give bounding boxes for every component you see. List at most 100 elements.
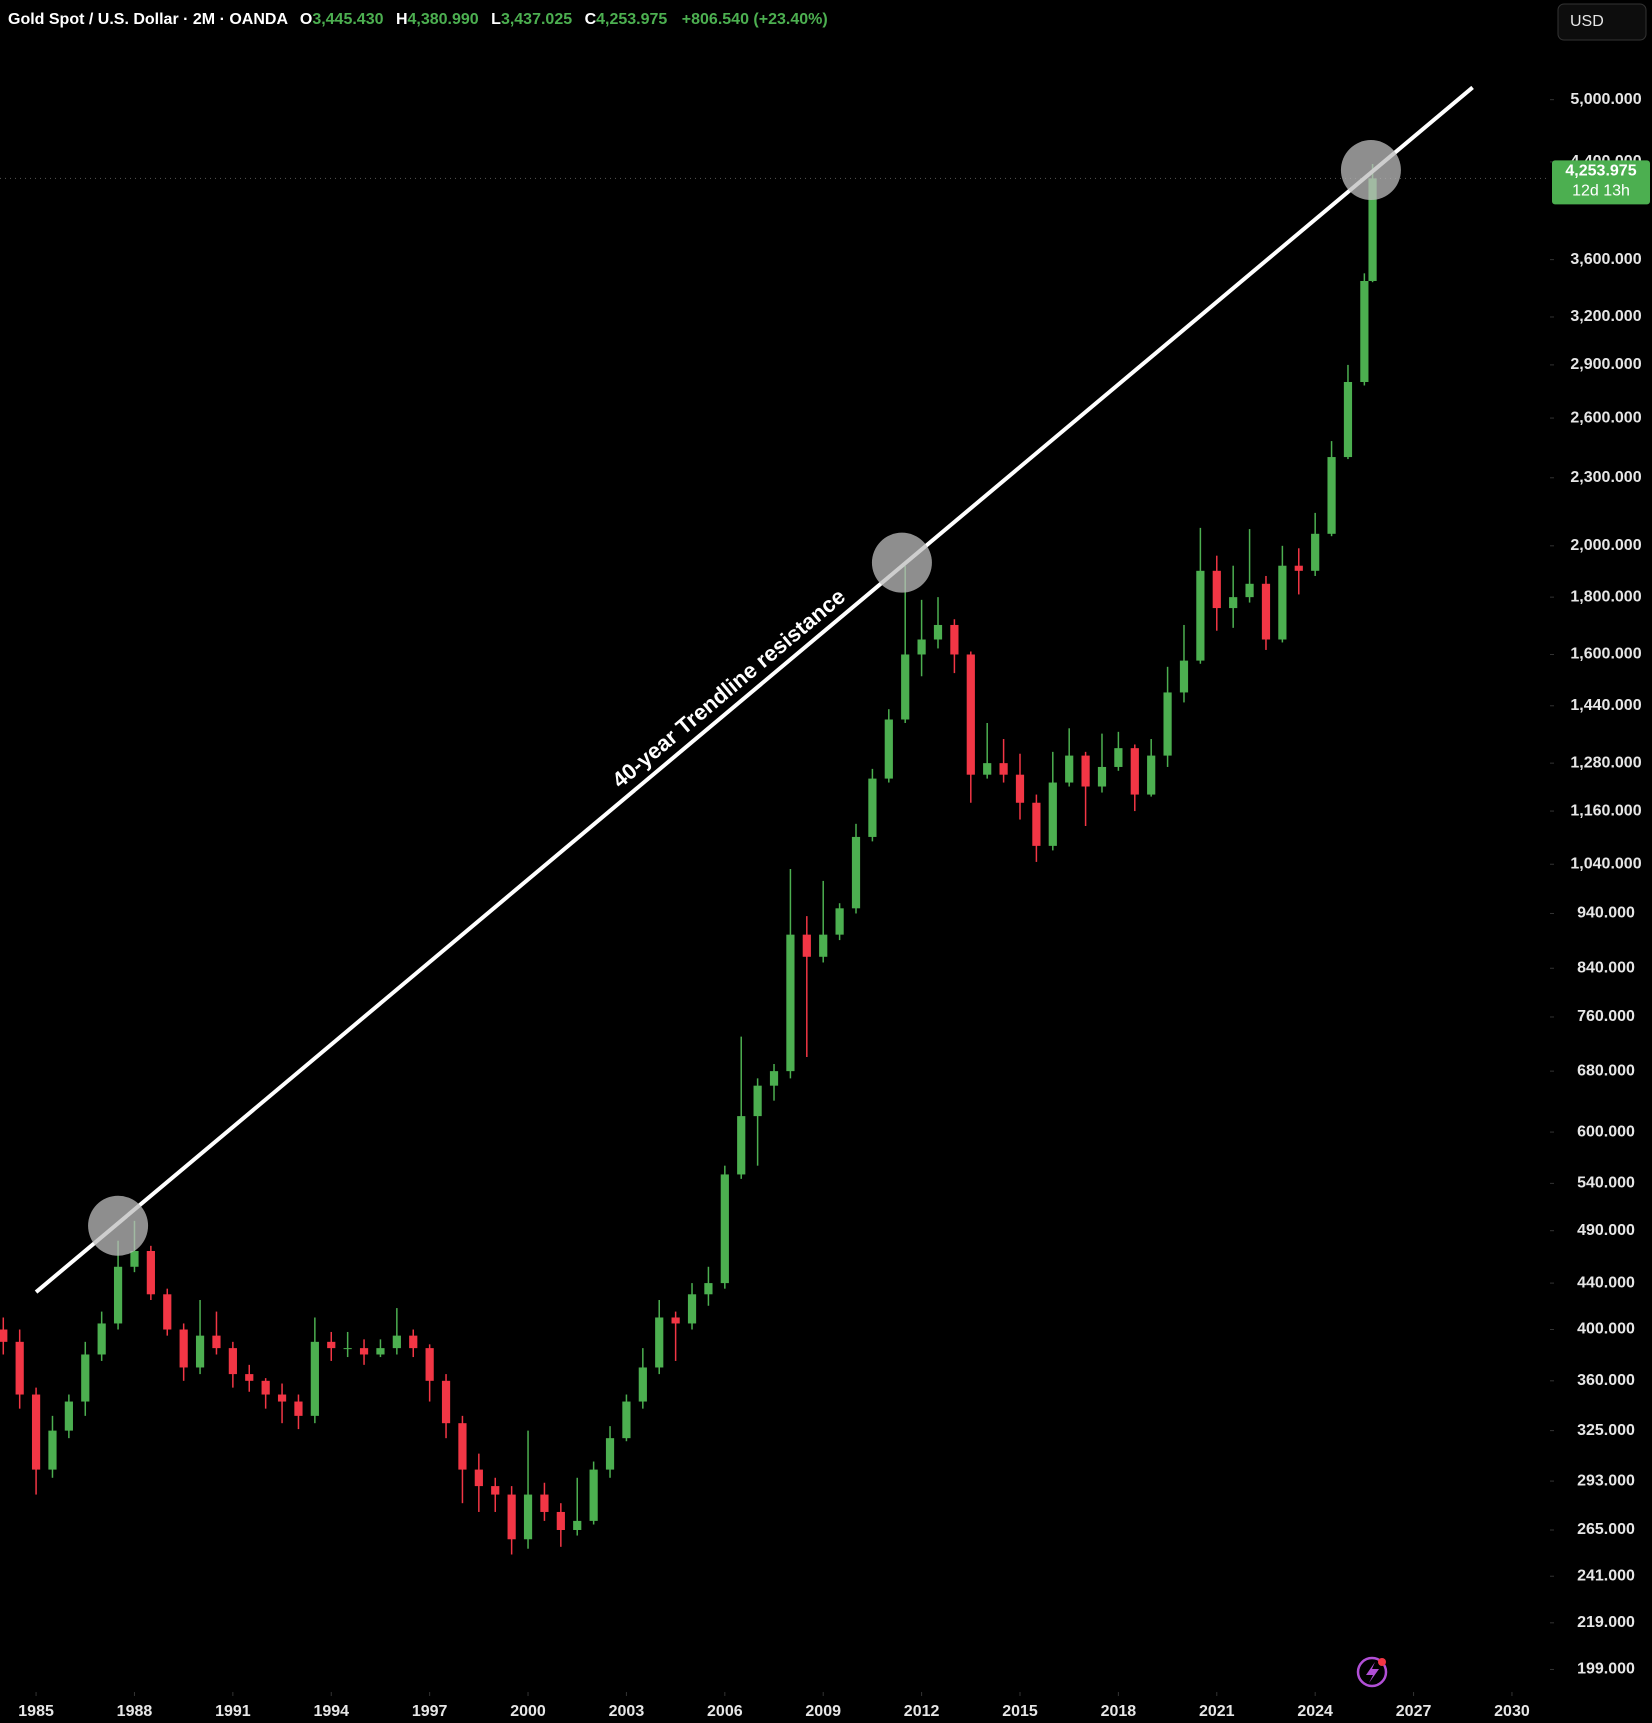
x-tick-label: 1991 [215, 1703, 251, 1720]
ohlc-key: H [396, 11, 408, 28]
candle-body [343, 1348, 352, 1350]
y-tick-label: 1,800.000 [1570, 588, 1641, 605]
candle-body [655, 1317, 664, 1368]
last-price-label: 4,253.975 [1565, 163, 1636, 180]
candle-body [1196, 570, 1205, 661]
y-tick-label: 219.000 [1577, 1614, 1635, 1631]
x-tick-label: 2015 [1002, 1703, 1038, 1720]
candle-body [720, 1174, 729, 1284]
candle-body [1114, 748, 1123, 767]
candle-body [605, 1438, 615, 1470]
currency-button[interactable] [1557, 3, 1647, 41]
candle-body [327, 1341, 336, 1349]
x-tick-label: 1985 [18, 1703, 54, 1720]
candle-body [523, 1494, 533, 1540]
highlight-circle [871, 532, 932, 593]
candle-body [1311, 533, 1320, 571]
y-tick-label: 1,600.000 [1570, 646, 1641, 663]
chart-header: Gold Spot / U.S. Dollar · 2M · OANDA O3,… [8, 11, 828, 28]
y-tick-label: 680.000 [1577, 1062, 1635, 1079]
ohlc-key: C [585, 11, 597, 28]
candle-body [868, 778, 877, 837]
candle-body [622, 1401, 631, 1439]
ohlc-value: 3,445.430 [312, 11, 383, 28]
candle-body [212, 1335, 221, 1349]
candle-body [392, 1335, 401, 1349]
candle-body [769, 1071, 779, 1086]
candle-body [802, 934, 811, 957]
change: +806.540 (+23.40%) [682, 11, 828, 28]
candle-body [983, 763, 992, 775]
candle-body [1368, 178, 1377, 281]
y-tick-label: 325.000 [1577, 1422, 1635, 1439]
candle-body [31, 1394, 41, 1470]
plot-area [0, 164, 1377, 1555]
last-price-box [1552, 160, 1650, 205]
x-tick-label: 2021 [1199, 1703, 1235, 1720]
candle-body [1065, 755, 1074, 783]
candle-body [1343, 381, 1353, 458]
y-tick-label: 400.000 [1577, 1321, 1635, 1338]
candle-body [474, 1469, 483, 1487]
candle-body [1130, 748, 1139, 795]
candle-body [1212, 570, 1221, 609]
y-tick-label: 2,600.000 [1570, 409, 1641, 426]
candle-body [1179, 660, 1189, 693]
y-tick-label: 1,040.000 [1570, 855, 1641, 872]
candle-body [409, 1335, 418, 1349]
y-tick-label: 241.000 [1577, 1567, 1635, 1584]
x-tick-label: 2018 [1101, 1703, 1137, 1720]
candle-body [786, 934, 795, 1072]
candle-body [917, 639, 926, 655]
candle-body [441, 1380, 451, 1424]
candle-body [999, 763, 1008, 775]
candle-body [1278, 565, 1287, 640]
ohlc-value: 4,253.975 [596, 11, 667, 28]
candle-body [277, 1394, 287, 1402]
candle-body [819, 934, 828, 957]
candle-body [1081, 755, 1090, 787]
x-tick-label: 2000 [510, 1703, 546, 1720]
candle-body [1097, 766, 1107, 787]
candle-body [179, 1329, 188, 1368]
x-tick-label: 2003 [609, 1703, 645, 1720]
candle-body [901, 654, 910, 720]
currency-label[interactable]: USD [1570, 13, 1604, 30]
ohlc-key: O [300, 11, 312, 28]
candle-body [638, 1367, 647, 1402]
candle-body [146, 1250, 155, 1295]
x-tick-label: 1988 [117, 1703, 153, 1720]
candle-body [261, 1380, 270, 1395]
y-tick-label: 2,000.000 [1570, 537, 1641, 554]
icon-bolt[interactable] [1366, 1662, 1379, 1683]
candle-body [1360, 280, 1369, 382]
candle-body [884, 719, 893, 779]
y-tick-label: 600.000 [1577, 1123, 1635, 1140]
ohlc-value: 3,437.025 [501, 11, 572, 28]
candle-body [425, 1348, 434, 1381]
y-tick-label: 2,900.000 [1570, 356, 1641, 373]
highlight-circle [1340, 140, 1401, 201]
candle-body [64, 1401, 73, 1431]
trendline [34, 85, 1474, 1294]
candle-body [851, 836, 861, 909]
x-tick-label: 2006 [707, 1703, 743, 1720]
y-tick-label: 1,440.000 [1570, 697, 1641, 714]
candle-body [1229, 597, 1238, 609]
icon-dot[interactable] [1378, 1658, 1386, 1666]
candle-body [589, 1469, 598, 1521]
lightning-icon[interactable] [1356, 1656, 1388, 1688]
candle-body [48, 1430, 57, 1470]
candle-body [1327, 457, 1336, 534]
y-tick-label: 293.000 [1577, 1472, 1635, 1489]
candle-body [1015, 774, 1025, 803]
candle-body [1294, 565, 1303, 571]
icon-ring[interactable] [1356, 1656, 1388, 1688]
candle-body [294, 1401, 303, 1416]
x-tick-label: 2024 [1297, 1703, 1333, 1720]
candle-body [228, 1348, 237, 1375]
candle-body [1147, 755, 1156, 795]
ohlc-value: 4,380.990 [408, 11, 479, 28]
